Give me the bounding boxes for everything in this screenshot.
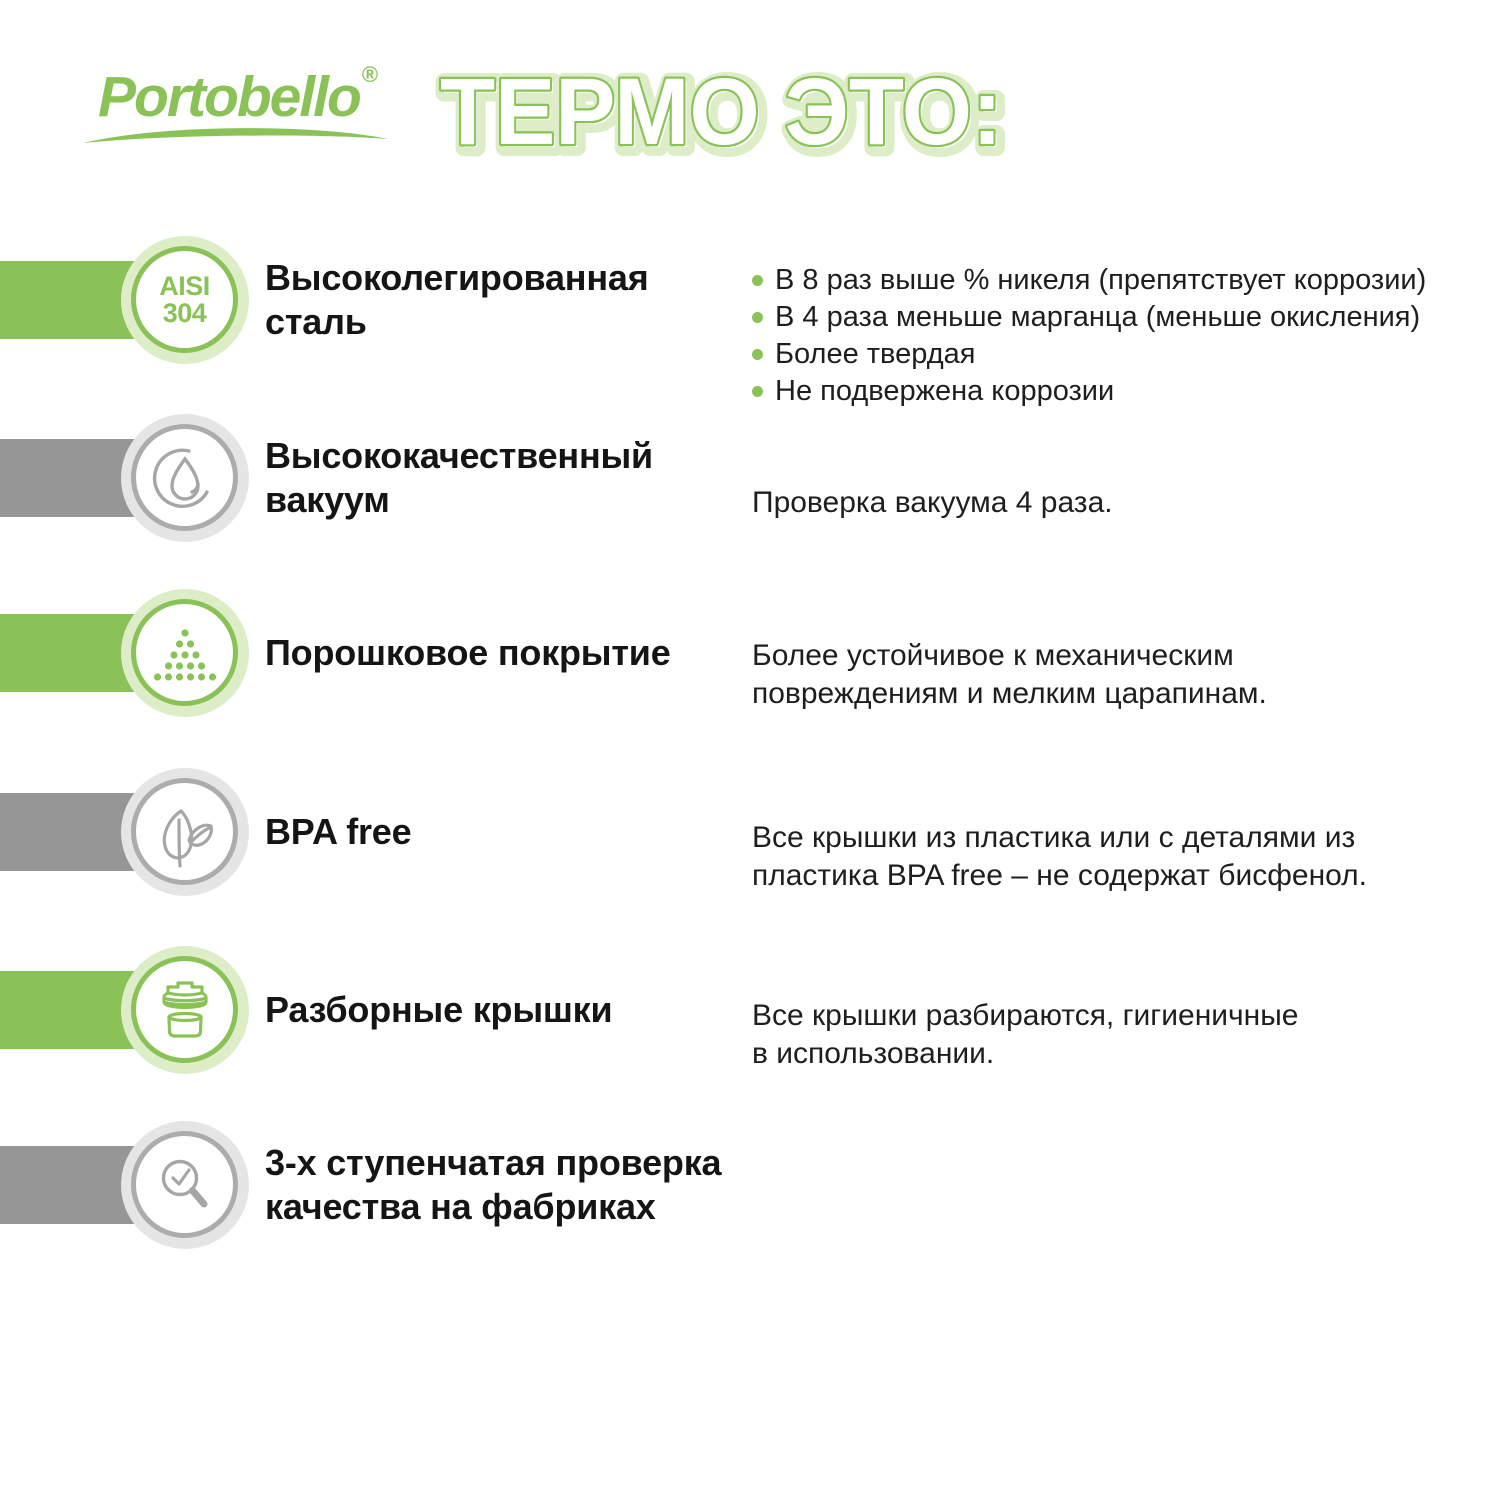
magnifier-check-icon [161, 1159, 207, 1207]
feature-icon-circle [131, 424, 238, 531]
brand-logo-text: Portobello [98, 65, 362, 129]
brand-logo: Portobello® [98, 64, 378, 126]
bullet-dot-icon [752, 349, 763, 360]
page-title-text: ТЕРМО ЭТО: [440, 59, 1002, 165]
page-title: ТЕРМО ЭТО: ТЕРМО ЭТО: [435, 53, 1014, 172]
bullet-text: Более твердая [775, 338, 976, 370]
feature-title: 3-х ступенчатая проверка качества на фаб… [265, 1142, 722, 1227]
feature-description: Все крышки из пластика или с деталями из… [752, 821, 1367, 892]
feature-title: Порошковое покрытие [265, 632, 671, 674]
bullet-item: В 4 раза меньше марганца (меньше окислен… [752, 299, 1492, 336]
page-title-glow: ТЕРМО ЭТО: [443, 62, 1005, 168]
brand-swoosh [83, 128, 388, 143]
feature-icon-circle [131, 599, 238, 706]
bullet-dot-icon [752, 312, 763, 323]
bullet-item: Не подвержена коррозии [752, 373, 1492, 410]
feature-title: Высококачественный вакуум [265, 435, 653, 520]
bullet-text: В 4 раза меньше марганца (меньше окислен… [775, 301, 1421, 333]
feature-icon-circle [131, 778, 238, 885]
bullet-dot-icon [752, 275, 763, 286]
feature-description: Проверка вакуума 4 раза. [752, 486, 1113, 519]
feature-description: Все крышки разбираются, гигиеничные в ис… [752, 999, 1299, 1070]
feature-icon-circle: AISI 304 [131, 246, 238, 353]
feature-title: BPA free [265, 811, 412, 853]
bullet-item: Более твердая [752, 336, 1492, 373]
powder-dots-icon [153, 628, 216, 681]
feature-description: Более устойчивое к механическим поврежде… [752, 639, 1267, 710]
feature-icon-circle [131, 956, 238, 1063]
bullet-text: В 8 раз выше % никеля (препятствует корр… [775, 264, 1427, 296]
bullet-item: В 8 раз выше % никеля (препятствует корр… [752, 262, 1492, 299]
aisi-304-badge: AISI 304 [159, 271, 210, 328]
feature-title: Разборные крышки [265, 989, 613, 1031]
bullet-text: Не подвержена коррозии [775, 375, 1115, 407]
registered-mark: ® [361, 62, 379, 87]
feature-title: Высоколегированная сталь [265, 257, 649, 342]
bullet-list: В 8 раз выше % никеля (препятствует корр… [752, 262, 1492, 410]
bullet-dot-icon [752, 386, 763, 397]
feature-icon-circle [131, 1131, 238, 1238]
water-drop-icon [152, 448, 209, 508]
lid-parts-icon [161, 980, 208, 1038]
leaf-icon [162, 808, 213, 868]
